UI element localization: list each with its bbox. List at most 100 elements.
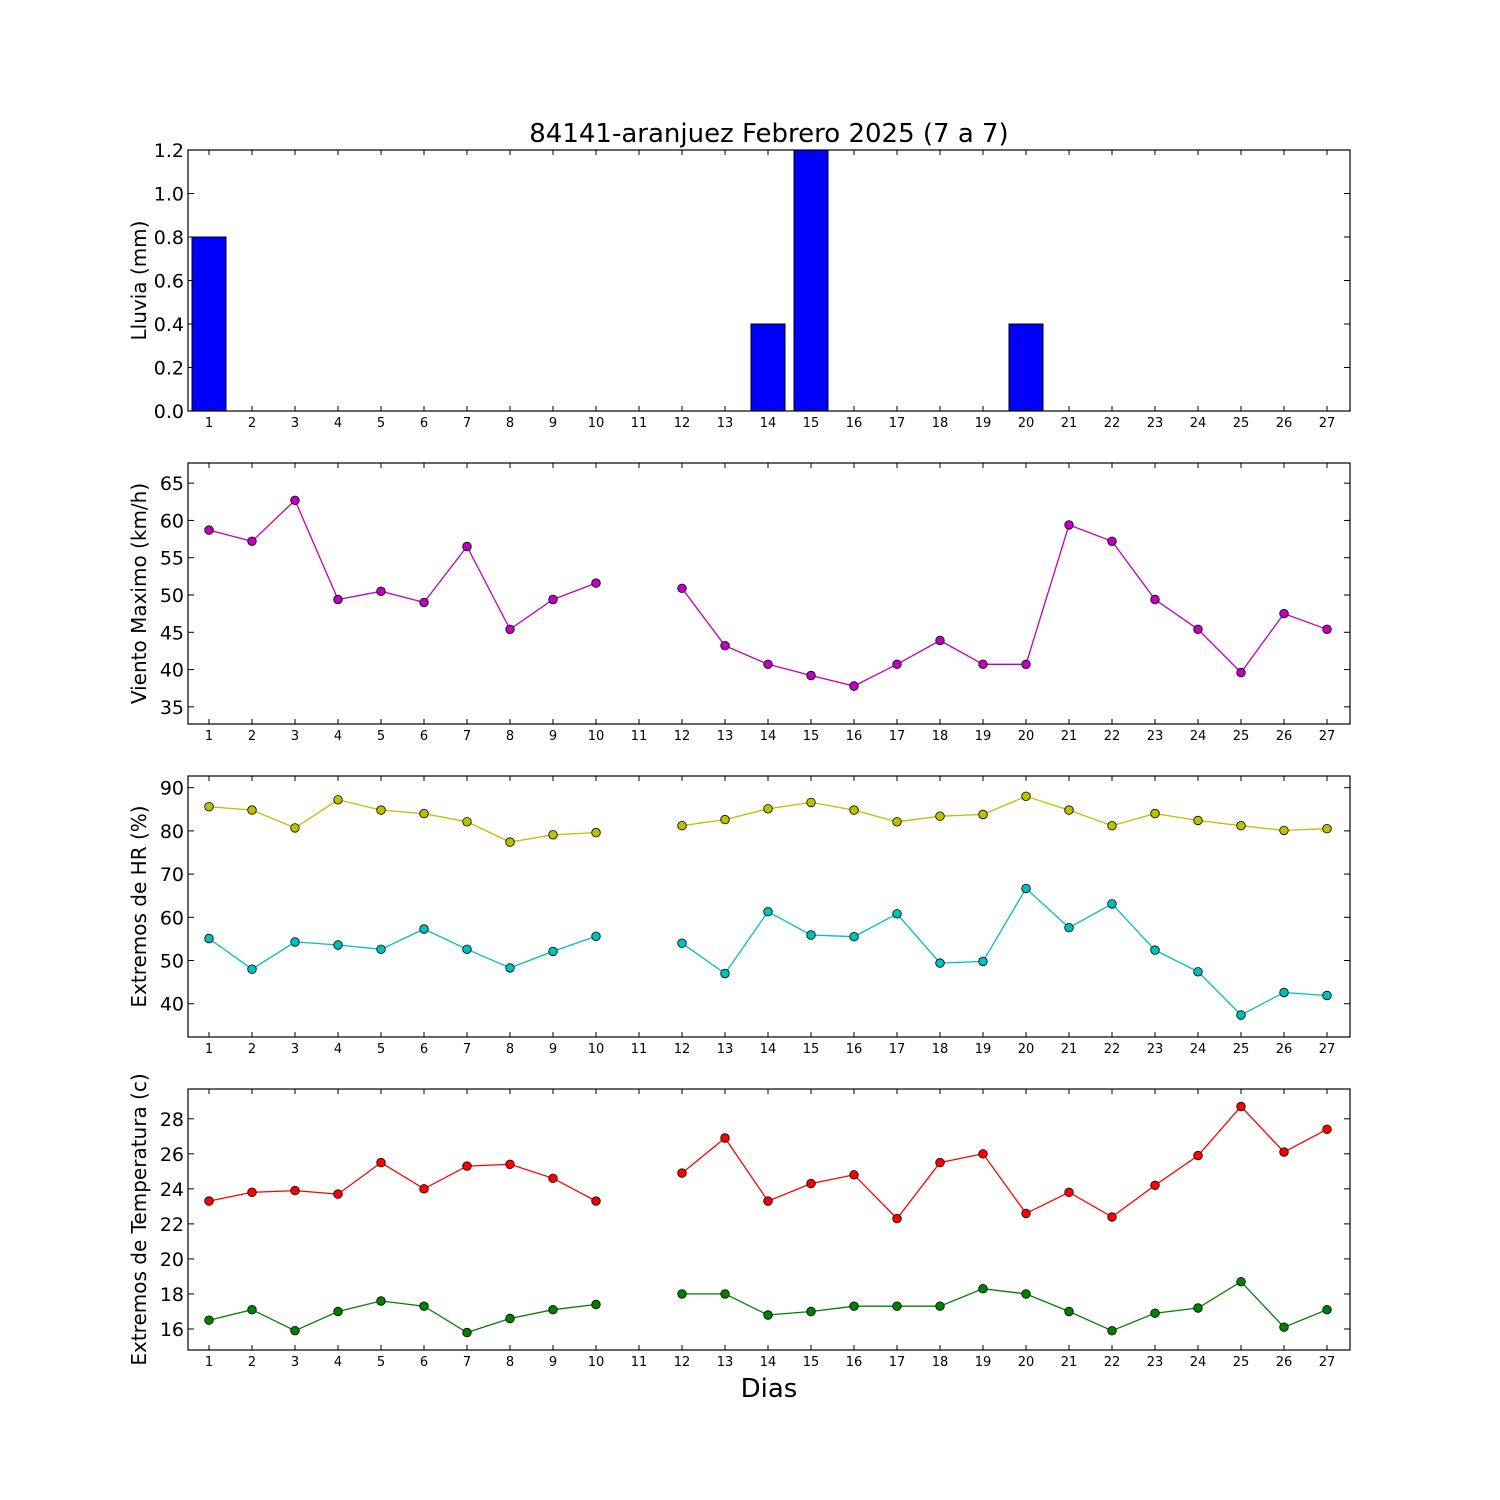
x-tick-label: 15 [803, 1042, 820, 1057]
x-tick-label: 26 [1276, 1042, 1293, 1057]
series-1-point-day-10 [591, 827, 601, 838]
series-1-point-day-8 [505, 1159, 515, 1170]
x-tick-label: 13 [717, 416, 734, 431]
x-tick-label: 17 [889, 1042, 906, 1057]
series-2-point-day-18 [935, 958, 945, 968]
x-axis-label: Dias [741, 1374, 798, 1404]
x-tick-label: 20 [1018, 1355, 1035, 1370]
series-1-point-day-24 [1193, 624, 1203, 635]
x-tick-label: 24 [1190, 1355, 1207, 1370]
axes-frame [187, 462, 1351, 725]
x-tick-label: 13 [717, 1042, 734, 1057]
series-1-point-day-12 [677, 583, 687, 594]
x-tick-label: 4 [334, 1355, 342, 1370]
series-1-point-day-7 [462, 817, 472, 827]
series-2-point-day-18 [935, 1301, 945, 1311]
series-2-point-day-24 [1193, 967, 1203, 977]
series-1-point-day-9 [548, 1173, 558, 1184]
x-tick-label: 24 [1190, 416, 1207, 431]
x-tick-label: 25 [1233, 729, 1250, 744]
x-tick-label: 11 [631, 1355, 648, 1370]
y-tick-label: 0.0 [154, 401, 184, 423]
x-tick-label: 27 [1319, 1355, 1336, 1370]
series-1-point-day-19 [978, 1149, 988, 1159]
series-1-point-day-20 [1021, 659, 1031, 670]
series-2-point-day-10 [591, 931, 601, 942]
x-tick-label: 20 [1018, 729, 1035, 744]
series-1-point-day-6 [419, 808, 429, 819]
series-2-point-day-19 [978, 956, 988, 967]
x-tick-label: 17 [889, 729, 906, 744]
x-tick-label: 1 [205, 1355, 213, 1370]
x-tick-label: 25 [1233, 1042, 1250, 1057]
series-2-point-day-21 [1064, 1306, 1074, 1317]
x-tick-label: 25 [1233, 1355, 1250, 1370]
series-1-point-day-22 [1107, 536, 1117, 547]
x-tick-label: 26 [1276, 729, 1293, 744]
x-tick-label: 20 [1018, 416, 1035, 431]
x-tick-label: 3 [291, 729, 299, 744]
y-tick-label: 65 [160, 473, 184, 495]
series-2-point-day-5 [376, 944, 386, 955]
series-1-line-2 [681, 524, 1328, 687]
series-1-point-day-25 [1236, 821, 1246, 831]
x-tick-label: 19 [975, 1042, 992, 1057]
series-1-point-day-1 [204, 802, 214, 812]
y-tick-label: 20 [160, 1249, 184, 1271]
series-1-point-day-4 [333, 1189, 343, 1199]
series-1-point-day-17 [892, 817, 902, 827]
series-2-point-day-5 [376, 1296, 386, 1306]
x-tick-label: 27 [1319, 1042, 1336, 1057]
series-2-point-day-3 [290, 937, 300, 947]
x-tick-label: 14 [760, 416, 777, 431]
series-2-point-day-13 [720, 1289, 730, 1299]
series-1-point-day-27 [1322, 624, 1332, 635]
y-axis-label: Extremos de Temperatura (c) [127, 1073, 151, 1365]
series-1-point-day-12 [677, 821, 687, 831]
series-1-point-day-3 [290, 1185, 300, 1196]
series-2-point-day-24 [1193, 1303, 1203, 1313]
panels: 1 2 3 4 5 6 7 8 9 10 11 12 13 14 15 16 17 18 19 20 21 22 23 24 2… [127, 140, 1351, 1370]
series-2-point-day-25 [1236, 1276, 1246, 1287]
y-axis-label: Viento Maximo (km/h) [127, 483, 151, 704]
series-1-point-day-20 [1021, 791, 1031, 802]
x-tick-label: 2 [248, 1042, 256, 1057]
series-2-point-day-13 [720, 968, 730, 979]
series-2-point-day-23 [1150, 1308, 1160, 1318]
x-tick-label: 19 [975, 729, 992, 744]
x-tick-label: 3 [291, 1355, 299, 1370]
x-tick-label: 14 [760, 1042, 777, 1057]
y-tick-label: 24 [160, 1179, 184, 1201]
series-1-point-day-23 [1150, 1180, 1160, 1191]
x-tick-label: 22 [1104, 729, 1121, 744]
y-tick-label: 0.8 [154, 227, 184, 249]
series-1-point-day-26 [1279, 1147, 1289, 1157]
x-tick-label: 23 [1147, 729, 1164, 744]
x-tick-label: 11 [631, 1042, 648, 1057]
x-tick-label: 7 [463, 1355, 471, 1370]
chart-title: 84141-aranjuez Febrero 2025 (7 a 7) [529, 119, 1008, 149]
x-tick-label: 24 [1190, 729, 1207, 744]
series-2-line-1 [208, 928, 597, 970]
x-tick-label: 4 [334, 416, 342, 431]
series-2-point-day-3 [290, 1325, 300, 1336]
series-1-point-day-22 [1107, 1212, 1117, 1222]
panel-1: 1 2 3 4 5 6 7 8 9 10 11 12 13 14 15 16 17 18 19 20 21 22 23 24 2… [127, 140, 1351, 431]
series-1-point-day-6 [419, 1184, 429, 1194]
series-1-point-day-9 [548, 830, 558, 840]
y-tick-label: 16 [160, 1319, 184, 1341]
x-tick-label: 14 [760, 729, 777, 744]
x-tick-label: 3 [291, 1042, 299, 1057]
x-tick-label: 2 [248, 1355, 256, 1370]
series-1-point-day-2 [247, 805, 257, 815]
y-tick-label: 40 [160, 660, 184, 682]
series-1-point-day-18 [935, 1157, 945, 1168]
x-tick-label: 12 [674, 1042, 691, 1057]
series-2-point-day-12 [677, 938, 687, 948]
series-1-point-day-17 [892, 659, 902, 670]
y-tick-label: 0.2 [154, 358, 184, 380]
series-1-point-day-16 [849, 681, 859, 691]
series-1-point-day-4 [333, 795, 343, 805]
series-1-point-day-13 [720, 814, 730, 825]
